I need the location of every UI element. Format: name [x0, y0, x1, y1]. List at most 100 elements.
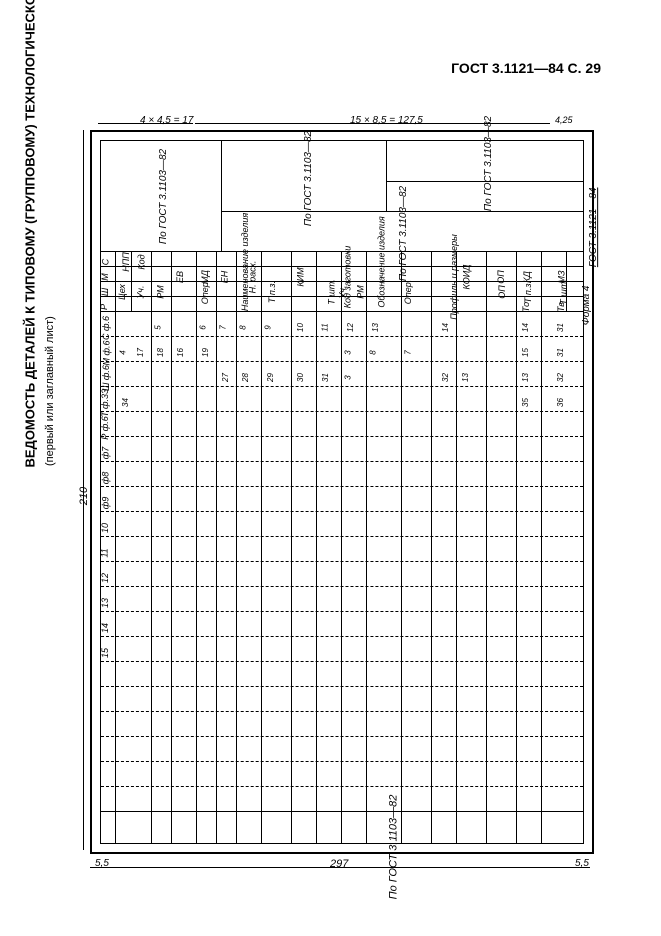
rl-p: Р: [99, 304, 109, 310]
sub-uch2: Уч.: [337, 286, 347, 299]
n-r1-2: 7: [219, 325, 228, 329]
n-r3-6: 32: [441, 373, 450, 382]
sub-tpz2: Т п.з.: [267, 281, 277, 303]
hdr-prof: Профиль и размеры: [449, 234, 459, 320]
n-r2-1b: 17: [136, 348, 145, 357]
rl-f7: ф7: [100, 447, 110, 460]
bottom-gost: По ГОСТ 3.1103—82: [387, 795, 399, 900]
n-r4-2: 36: [556, 398, 565, 407]
rl-13: 13: [100, 598, 110, 608]
block-a: По ГОСТ 3.1103—82: [101, 141, 222, 252]
n-r3-0: 27: [221, 373, 230, 382]
n-r4-1: 35: [521, 398, 530, 407]
hdr-c: С: [100, 259, 110, 266]
sub-op2: ОП: [497, 285, 507, 299]
hdr-nrash: Н. расх.: [247, 261, 257, 294]
n-r3-3: 30: [296, 373, 305, 382]
page-header: ГОСТ 3.1121—84 С. 29: [451, 60, 601, 76]
rl-f9: ф9: [100, 497, 110, 510]
dim-210: 210: [78, 487, 90, 505]
n-r2-0: 4: [119, 350, 128, 354]
rl-f8: ф8: [100, 472, 110, 485]
sub-rm2: РМ: [356, 285, 366, 298]
dim-line-top-right: [195, 123, 550, 124]
hdr-kim: КИМ: [296, 267, 306, 286]
outer-frame: ГОСТ 3.1121—84 Форма 4 По ГОСТ 3.1103—82…: [90, 130, 594, 854]
n-r3-1: 28: [241, 373, 250, 382]
gost-top-ref: ГОСТ 3.1121—84: [589, 188, 600, 268]
hdr-koid: КОИД: [461, 265, 471, 290]
block-a-label: По ГОСТ 3.1103—82: [158, 149, 169, 244]
n-mf-1: 31: [556, 348, 565, 357]
rl-10: 10: [100, 523, 110, 533]
hdr-ev: ЕВ: [175, 271, 185, 283]
n-sf-1: 31: [556, 323, 565, 332]
n-r2-5: 8: [369, 350, 378, 354]
n-mf-0: 15: [521, 348, 530, 357]
block-b: По ГОСТ 3.1103—82: [221, 141, 387, 212]
rl-wf6: Ш ф.6: [101, 365, 111, 391]
n-w-1: 32: [556, 373, 565, 382]
hdr-npp: НПП: [121, 252, 131, 272]
n-r1-4: 9: [264, 325, 273, 329]
dim-line-top-left: [98, 123, 193, 124]
n-r1-8: 13: [371, 323, 380, 332]
block-c: По ГОСТ 3.1103—82: [386, 141, 583, 182]
rl-15: 15: [100, 648, 110, 658]
dim-line-297: [90, 867, 590, 868]
sub-tpz: Т п.з.: [523, 281, 533, 303]
n-r1-7: 12: [346, 323, 355, 332]
doc-subtitle: (первый или заглавный лист): [44, 316, 56, 466]
n-r1-3: 8: [239, 325, 248, 329]
dim-top-far-right: 4,25: [555, 115, 573, 125]
n-w-0: 13: [521, 373, 530, 382]
n-r1-0: 5: [154, 325, 163, 329]
rl-11: 11: [100, 548, 110, 557]
sub-tv: Тв: [556, 302, 566, 312]
sub-to: То: [521, 302, 531, 312]
dim-top-left: 4 × 4,5 = 17: [140, 115, 193, 126]
n-r4-0: 34: [121, 398, 130, 407]
rl-pf6: Р ф.6: [100, 416, 110, 440]
sub-rm: РМ: [156, 285, 166, 298]
rl-mf6: М ф.6: [102, 340, 112, 365]
n-sf-0: 14: [521, 323, 530, 332]
doc-title: ВЕДОМОСТЬ ДЕТАЛЕЙ К ТИПОВОМУ (ГРУППОВОМУ…: [23, 0, 38, 468]
rl-cf6: С ф.6: [101, 316, 111, 340]
inner-frame: По ГОСТ 3.1103—82 По ГОСТ 3.1103—82 По Г…: [100, 140, 584, 844]
sub-tsht: Т шт.: [559, 279, 569, 304]
n-r1-1: 6: [199, 325, 208, 329]
n-r1-5: 10: [296, 323, 305, 332]
sub-uch: Уч.: [135, 286, 145, 299]
n-r1-9: 14: [441, 323, 450, 332]
block-d: [386, 181, 583, 212]
rl-m: М: [100, 273, 110, 281]
n-r3-4: 31: [321, 373, 330, 382]
block-e: По ГОСТ 3.1103—82: [221, 211, 583, 252]
n-r2-3: 19: [201, 348, 210, 357]
n-r2-2: 18: [156, 348, 165, 357]
n-r1-6: 11: [321, 323, 330, 331]
dim-top-right: 15 × 8,5 = 127,5: [350, 115, 423, 126]
hdr-op: ОП: [496, 270, 506, 284]
dim-297: 297: [330, 858, 348, 870]
rl-14: 14: [100, 623, 110, 633]
sub-cex: Цех: [117, 284, 127, 300]
table-area: С НПП Код Наименование изделия Обозначен…: [101, 251, 583, 843]
rl-w: Ш: [100, 288, 110, 296]
sub-tsht2: Т шт.: [327, 279, 337, 304]
sub-oper: Опер.: [200, 280, 210, 304]
dim-line-210: [83, 130, 84, 850]
rl-12: 12: [100, 573, 110, 583]
rl-tf33: Т ф.33: [100, 389, 110, 417]
n-r2-6: 7: [404, 350, 413, 354]
hdr-obozn: Обозначение изделия: [377, 216, 387, 307]
hdr-kod: Код: [137, 254, 147, 269]
n-r2-4: 3: [344, 350, 353, 354]
n-r2-1: 16: [176, 348, 185, 357]
n-r3-7: 13: [461, 373, 470, 382]
hdr-kodz: Код заготовки: [342, 246, 352, 309]
sub-oper2: Опер.: [403, 280, 413, 304]
n-r3-5: 3: [344, 375, 353, 379]
n-r3-2: 29: [266, 373, 275, 382]
